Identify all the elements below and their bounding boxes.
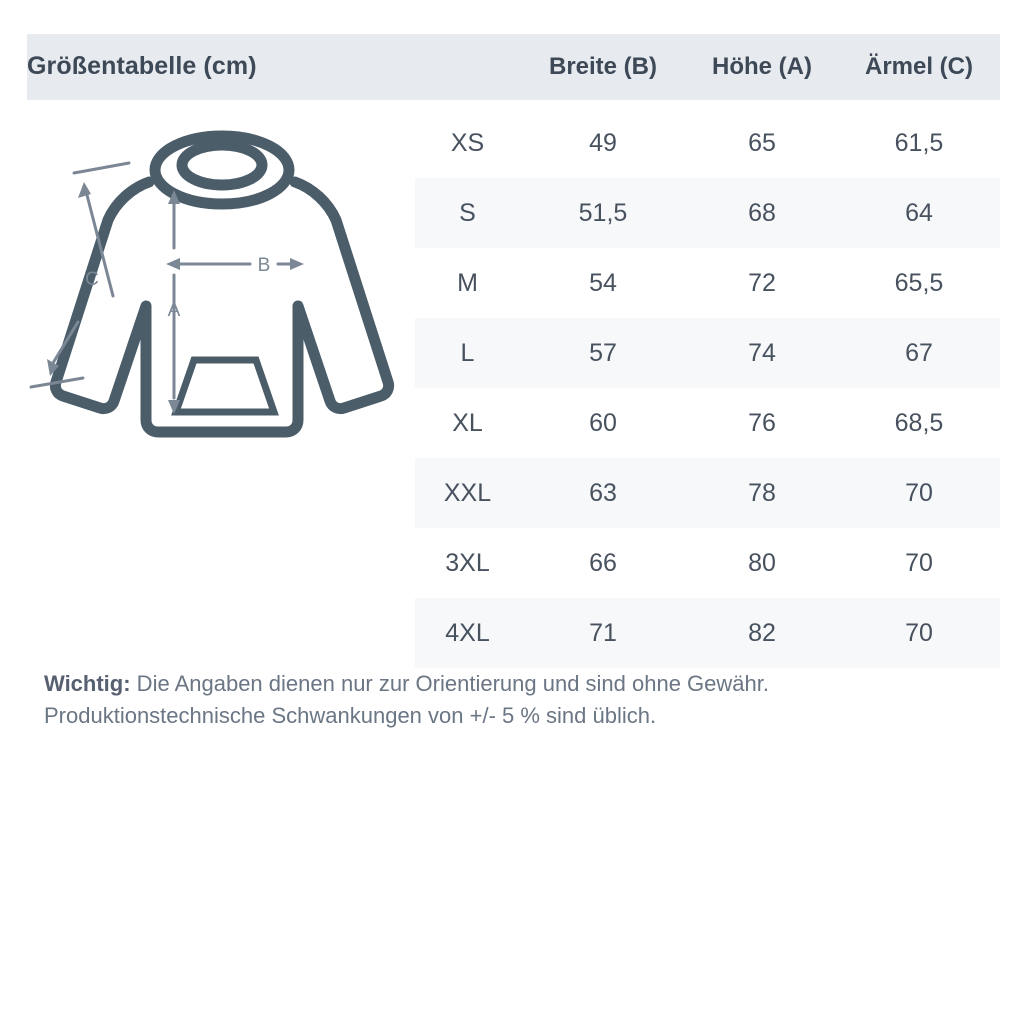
table-row: S 51,5 68 64 xyxy=(415,178,1000,248)
cell-size: L xyxy=(460,338,475,367)
cell-aermel: 70 xyxy=(905,618,933,647)
column-header-hoehe: Höhe (A) xyxy=(712,53,812,80)
table-row: 4XL 71 82 70 xyxy=(415,598,1000,668)
dimension-label-a: A xyxy=(168,300,181,321)
cell-breite: 63 xyxy=(589,478,617,507)
cell-hoehe: 65 xyxy=(748,128,776,157)
cell-aermel: 70 xyxy=(905,548,933,577)
disclaimer-label: Wichtig: xyxy=(44,671,131,696)
cell-breite: 49 xyxy=(589,128,617,157)
dimension-a xyxy=(168,190,180,414)
cell-hoehe: 72 xyxy=(748,268,776,297)
dimension-label-b: B xyxy=(258,255,271,276)
table-row: M 54 72 65,5 xyxy=(415,248,1000,318)
cell-breite: 57 xyxy=(589,338,617,367)
cell-hoehe: 68 xyxy=(748,198,776,227)
dimension-c xyxy=(29,161,131,389)
table-row: XL 60 76 68,5 xyxy=(415,388,1000,458)
cell-aermel: 68,5 xyxy=(894,408,944,437)
disclaimer-line-1: Die Angaben dienen nur zur Orientierung … xyxy=(130,671,769,696)
cell-breite: 66 xyxy=(589,548,617,577)
table-row: L 57 74 67 xyxy=(415,318,1000,388)
cell-aermel: 61,5 xyxy=(894,128,944,157)
cell-aermel: 70 xyxy=(905,478,933,507)
dimension-lines xyxy=(29,161,304,414)
cell-hoehe: 74 xyxy=(748,338,776,367)
column-header-aermel: Ärmel (C) xyxy=(864,53,973,80)
disclaimer-note: Wichtig: Die Angaben dienen nur zur Orie… xyxy=(44,668,994,732)
page-title: Größentabelle (cm) xyxy=(27,52,257,80)
disclaimer-line-2: Produktionstechnische Schwankungen von +… xyxy=(44,703,657,728)
cell-hoehe: 82 xyxy=(748,618,776,647)
table-header-band xyxy=(27,34,1000,100)
cell-hoehe: 78 xyxy=(748,478,776,507)
cell-size: 4XL xyxy=(445,618,490,647)
cell-breite: 54 xyxy=(589,268,617,297)
cell-aermel: 67 xyxy=(905,338,933,367)
table-row: XXL 63 78 70 xyxy=(415,458,1000,528)
cell-aermel: 65,5 xyxy=(894,268,944,297)
cell-aermel: 64 xyxy=(905,198,933,227)
hoodie-diagram: A B C xyxy=(28,120,408,460)
size-table: XS 49 65 61,5 S 51,5 68 64 M 54 72 65,5 L 57 74 67 XL 60 7… xyxy=(415,108,1000,668)
dimension-label-c: C xyxy=(85,269,99,290)
cell-hoehe: 80 xyxy=(748,548,776,577)
table-row: 3XL 66 80 70 xyxy=(415,528,1000,598)
hoodie-icon xyxy=(49,130,395,438)
dimension-b xyxy=(166,258,304,270)
cell-size: S xyxy=(459,198,476,227)
cell-size: XS xyxy=(450,128,485,157)
cell-breite: 60 xyxy=(589,408,617,437)
cell-breite: 51,5 xyxy=(578,198,628,227)
cell-size: XXL xyxy=(443,478,492,507)
cell-size: 3XL xyxy=(445,548,490,577)
cell-breite: 71 xyxy=(589,618,617,647)
cell-hoehe: 76 xyxy=(748,408,776,437)
column-header-breite: Breite (B) xyxy=(548,53,657,80)
table-row: XS 49 65 61,5 xyxy=(415,108,1000,178)
cell-size: XL xyxy=(452,408,483,437)
cell-size: M xyxy=(457,268,478,297)
